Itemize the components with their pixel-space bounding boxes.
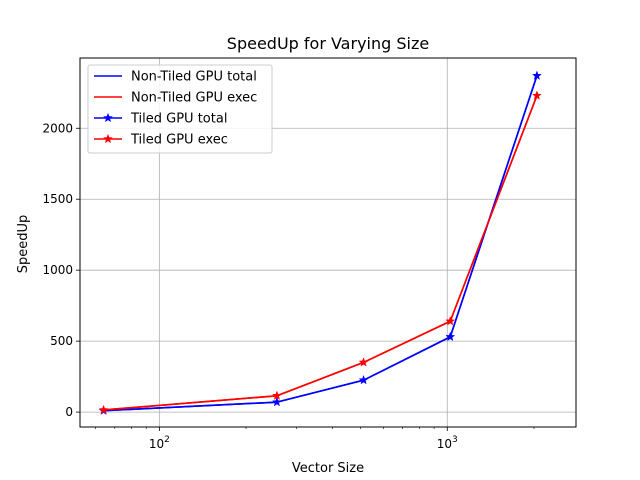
legend-marker [103, 112, 113, 123]
legend-label: Tiled GPU exec [130, 133, 228, 148]
data-point [358, 357, 369, 367]
chart-title: SpeedUp for Varying Size [227, 34, 429, 53]
plot-frame [79, 57, 577, 428]
data-point [271, 396, 282, 407]
data-point [445, 331, 456, 342]
y-tick-label: 500 [50, 334, 73, 348]
data-point [445, 316, 456, 326]
y-axis-label: SpeedUp [16, 215, 31, 274]
series-layer [98, 70, 542, 415]
legend-box [87, 64, 273, 154]
y-tick-label: 1000 [42, 263, 73, 277]
x-tick-base: 10 [437, 437, 452, 451]
data-point [358, 374, 369, 385]
data-point [271, 390, 282, 400]
data-point [531, 70, 542, 80]
legend-label: Non-Tiled GPU total [131, 70, 257, 85]
y-tick-label: 0 [65, 405, 73, 419]
y-tick-label: 1500 [42, 192, 73, 206]
x-tick-exponent: 3 [452, 435, 458, 445]
x-tick-label: 102 [149, 435, 170, 451]
legend-label: Tiled GPU total [130, 112, 227, 127]
legend: Non-Tiled GPU total Non-Tiled GPU exec Til… [87, 64, 273, 154]
data-point [98, 404, 109, 415]
x-tick-label: 103 [437, 435, 458, 451]
data-point [531, 90, 542, 100]
x-axis-label: Vector Size [292, 461, 364, 476]
legend-label: Non-Tiled GPU exec [131, 91, 257, 106]
x-tick-exponent: 2 [164, 435, 170, 445]
legend-marker [103, 133, 113, 144]
y-tick-label: 2000 [42, 121, 73, 135]
x-tick-base: 10 [149, 437, 164, 451]
